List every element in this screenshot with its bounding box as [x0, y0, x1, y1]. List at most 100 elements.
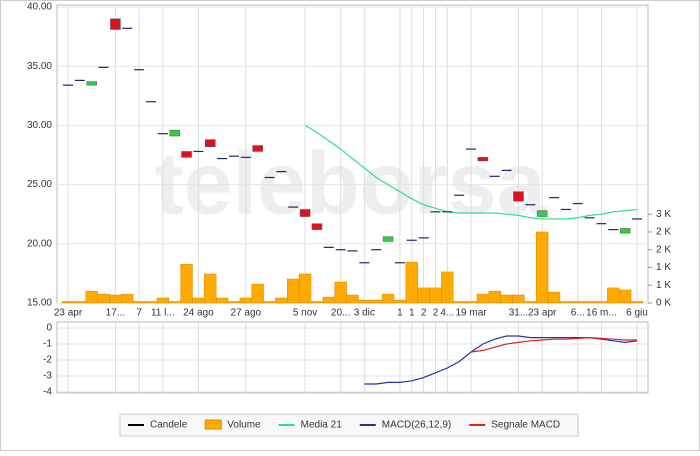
volume-bar	[227, 301, 241, 304]
legend-label: MACD(26,12,9)	[382, 420, 451, 431]
volume-bar	[476, 293, 490, 304]
x-tick-label: 27 ago	[231, 308, 262, 319]
legend-box	[119, 413, 579, 437]
volume-bar	[204, 273, 217, 304]
volume-bar	[381, 293, 395, 304]
y2-tick-label: 1 K	[656, 280, 671, 291]
volume-bar	[453, 301, 466, 304]
legend-label: Media 21	[301, 420, 343, 431]
y2-tick-label: 0 K	[656, 298, 671, 309]
legend-label: Segnale MACD	[491, 420, 560, 431]
volume-bar	[595, 301, 608, 304]
x-tick-label: 17...	[106, 308, 125, 319]
x-tick-label: 16 m...	[586, 308, 617, 319]
volume-bar	[535, 231, 549, 304]
volume-bar	[334, 281, 347, 304]
x-tick-label: 1	[397, 308, 403, 319]
y-tick-label: -3	[43, 371, 52, 382]
volume-bar	[263, 301, 276, 304]
line	[470, 336, 637, 353]
volume-bar	[97, 293, 110, 304]
x-tick-label: 23 apr	[54, 308, 83, 319]
x-tick-label: 7	[136, 308, 142, 319]
volume-bar	[405, 261, 418, 304]
volume-bar	[322, 296, 335, 304]
y-tick-label: 20.00	[27, 238, 52, 249]
legend-label: Volume	[227, 420, 261, 431]
watermark: teleborsa	[154, 133, 546, 232]
line	[304, 124, 638, 220]
x-tick-label: 19 mar	[455, 308, 487, 319]
candle	[536, 210, 548, 217]
volume-bar	[370, 299, 383, 304]
volume-bar	[310, 301, 324, 304]
x-tick-label: 31...	[509, 308, 528, 319]
candle	[299, 209, 311, 217]
volume-bar	[618, 289, 632, 304]
legend-swatch	[204, 419, 222, 430]
volume-bar	[275, 297, 288, 304]
volume-bar	[441, 271, 454, 304]
y-tick-label: 35.00	[27, 61, 52, 72]
y-tick-label: 40.00	[27, 2, 52, 13]
y-tick-label: -4	[43, 387, 52, 398]
volume-bar	[192, 297, 205, 304]
x-tick-label: 20...	[331, 308, 350, 319]
y2-tick-label: 3 K	[656, 209, 671, 220]
volume-bar	[287, 278, 300, 304]
volume-bar	[85, 290, 98, 304]
x-tick-label: 2	[433, 308, 439, 319]
legend-label: Candele	[150, 420, 188, 431]
volume-bar	[607, 287, 620, 304]
candle	[110, 18, 121, 30]
y-tick-label: 15.00	[27, 298, 52, 309]
volume-bar	[109, 294, 122, 304]
x-tick-label: 11 l...	[151, 308, 175, 319]
volume-bar	[500, 294, 513, 304]
x-tick-label: 5 nov	[293, 308, 317, 319]
volume-bar	[156, 297, 170, 304]
x-tick-label: 23 apr	[528, 308, 557, 319]
volume-bar	[132, 301, 146, 304]
volume-bar	[61, 301, 75, 304]
y2-tick-label: 1 K	[656, 262, 671, 273]
volume-bar	[215, 297, 229, 304]
volume-bar	[239, 297, 252, 304]
volume-bar	[571, 301, 584, 304]
volume-bar	[346, 294, 359, 304]
volume-bar	[417, 287, 430, 304]
y-tick-label: -2	[43, 355, 52, 366]
candle	[382, 236, 394, 242]
volume-bar	[488, 290, 501, 304]
y-tick-label: 30.00	[27, 120, 52, 131]
volume-bar	[512, 294, 525, 304]
x-tick-label: 2	[421, 308, 427, 319]
x-tick-label: 3 dic	[354, 308, 375, 319]
volume-bar	[583, 301, 596, 304]
volume-bar	[168, 301, 181, 304]
candle	[513, 191, 524, 202]
candle	[252, 145, 263, 152]
volume-bar	[630, 301, 644, 304]
volume-bar	[298, 273, 312, 304]
x-tick-label: 4...	[440, 308, 454, 319]
x-tick-label: 6...	[571, 308, 585, 319]
x-tick-label: 1	[409, 308, 415, 319]
y-tick-label: 0	[46, 323, 52, 334]
volume-bar	[73, 301, 87, 304]
volume-bar	[559, 301, 573, 304]
volume-bar	[464, 301, 478, 304]
y-tick-label: 25.00	[27, 179, 52, 190]
volume-bar	[251, 283, 264, 304]
y2-tick-label: 2 K	[656, 244, 671, 255]
volume-bar	[547, 291, 561, 304]
macd-frame	[56, 321, 649, 394]
x-tick-label: 24 ago	[183, 308, 214, 319]
x-tick-label: 6 giu	[626, 308, 648, 319]
y-tick-label: -1	[43, 339, 52, 350]
candle	[619, 228, 631, 234]
volume-bar	[358, 299, 371, 304]
volume-bar	[524, 301, 537, 304]
candle	[477, 157, 489, 162]
